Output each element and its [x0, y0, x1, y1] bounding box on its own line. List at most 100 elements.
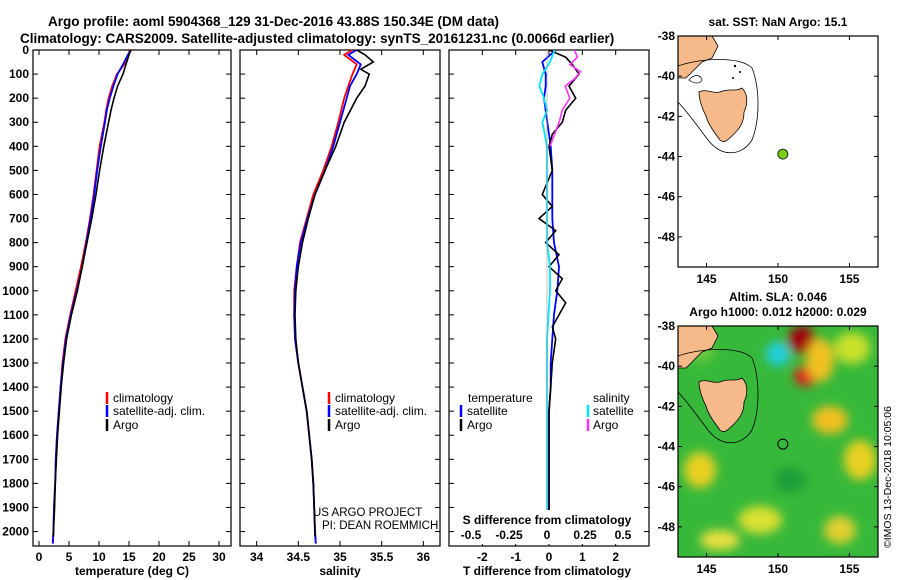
- series-line-temperature-argo: [537, 50, 581, 537]
- x-tick-label: 2: [612, 550, 619, 564]
- legend-climatology-label: climatology: [113, 391, 173, 405]
- series-line-climatology: [51, 50, 132, 544]
- x-tick-label: 0: [36, 550, 43, 564]
- x-tick-label: 25: [182, 550, 196, 564]
- x-tick-label: 1: [579, 550, 586, 564]
- depth-tick-label: 1400: [2, 380, 29, 394]
- map-x-tick-label: 150: [768, 272, 788, 286]
- x-tick-label: 35: [333, 550, 347, 564]
- depth-tick-label: 1300: [2, 356, 29, 370]
- mainland-landmass: [678, 36, 719, 79]
- map-y-tick-label: -38: [658, 29, 676, 43]
- map-y-tick-label: -46: [658, 480, 676, 494]
- salinity-lines: [293, 50, 375, 544]
- sst-map-geography: [678, 36, 759, 154]
- depth-tick-label: 2000: [2, 525, 29, 539]
- figure-title-line-2: Climatology: CARS2009. Satellite-adjuste…: [20, 31, 614, 46]
- map-y-tick-label: -44: [658, 150, 676, 164]
- map-x-tick-label: 145: [697, 272, 717, 286]
- temperature-lines: [51, 50, 133, 544]
- series-line-temperature-satellite: [541, 50, 560, 544]
- sla-neutral: [774, 468, 806, 492]
- credit-pi: PI: DEAN ROEMMICH: [322, 520, 438, 532]
- s-tick-label: 0.25: [573, 528, 597, 542]
- tasmania-landmass: [698, 87, 748, 142]
- legend-satellite-label: satellite-adj. clim.: [335, 404, 427, 418]
- sst-map-background: [678, 36, 878, 267]
- temperature-axes-frame: [32, 49, 232, 547]
- x-tick-label: 5: [66, 550, 73, 564]
- depth-tick-label: 1700: [2, 452, 29, 466]
- legend-argo-label: Argo: [335, 418, 361, 432]
- sla-positive-anomaly: [812, 406, 848, 434]
- sla-positive-anomaly: [844, 440, 876, 480]
- legend-temperature-heading: temperature: [468, 391, 533, 405]
- sst-map-axes: 145 150 155 -38 -40 -42 -44 -46 -48: [658, 29, 878, 286]
- map-y-tick-label: -42: [658, 109, 676, 123]
- depth-axis: 0 100 200 300 400 500 600 700 800 900 1000 1100 1200…: [2, 43, 649, 539]
- argo-float-marker: [777, 438, 789, 450]
- x-tick-label: 0: [546, 550, 553, 564]
- x-tick-label: 10: [92, 550, 106, 564]
- depth-tick-label: 200: [9, 91, 29, 105]
- temperature-legend: climatology satellite-adj. clim. Argo: [105, 391, 205, 432]
- s-tick-label: 0: [544, 528, 551, 542]
- series-line-argo: [294, 50, 375, 537]
- difference-legend: temperature satellite Argo salinity sate…: [459, 391, 634, 432]
- temperature-xlabel: temperature (deg C): [75, 564, 189, 578]
- sla-low-anomaly: [766, 342, 790, 366]
- legend-sal-argo-label: Argo: [593, 418, 619, 432]
- x-tick-label: 20: [152, 550, 166, 564]
- depth-tick-label: 700: [9, 212, 29, 226]
- difference-panel: -2 -1 0 1 2 T difference from climatology S …: [448, 49, 650, 578]
- s-tick-label: -0.5: [461, 528, 482, 542]
- x-tick-label: 36: [417, 550, 431, 564]
- x-tick-label: 30: [212, 550, 226, 564]
- x-tick-label: 15: [122, 550, 136, 564]
- depth-tick-label: 1000: [2, 284, 29, 298]
- depth-tick-label: 1200: [2, 332, 29, 346]
- temperature-panel: 0100200300400500600700800900100011001200…: [2, 43, 649, 578]
- s-tick-label: -0.25: [495, 528, 523, 542]
- map-y-tick-label: -40: [658, 359, 676, 373]
- imos-credit: ©IMOS 13-Dec-2018 10:05:06: [882, 406, 894, 548]
- sla-map-panel: Altim. SLA: 0.046 Argo h1000: 0.012 h200…: [658, 290, 894, 576]
- sla-positive-anomaly: [738, 506, 782, 534]
- figure-title-line-1: Argo profile: aoml 5904368_129 31-Dec-20…: [48, 14, 499, 29]
- difference-xlabel: T difference from climatology: [463, 564, 631, 578]
- tasmania-landmass: [698, 377, 748, 432]
- sla-map-axes: 145 150 155 -38 -40 -42 -44 -46 -48: [658, 319, 878, 576]
- depth-tick-label: 500: [9, 163, 29, 177]
- island-dot: [739, 71, 741, 73]
- series-line-salinity-argo: [549, 50, 582, 147]
- legend-climatology-label: climatology: [335, 391, 395, 405]
- map-x-tick-label: 155: [839, 562, 859, 576]
- s-tick-label: 0.5: [615, 528, 632, 542]
- sla-positive-anomaly: [806, 338, 834, 382]
- x-tick-label: 34.5: [287, 550, 311, 564]
- depth-tick-label: 1100: [3, 308, 29, 322]
- map-y-tick-label: -38: [658, 319, 676, 333]
- salinity-legend: climatology satellite-adj. clim. Argo: [327, 391, 427, 432]
- bass-strait-island: [688, 75, 703, 84]
- map-x-tick-label: 145: [697, 562, 717, 576]
- map-x-tick-label: 150: [768, 562, 788, 576]
- salinity-panel: 34 34.5 35 35.5 36 salinity climatology sate…: [239, 49, 441, 578]
- depth-tick-label: 1800: [2, 476, 29, 490]
- map-y-tick-label: -48: [658, 520, 676, 534]
- depth-tick-label: 0: [22, 43, 29, 57]
- depth-tick-label: 1600: [2, 428, 29, 442]
- sla-positive-anomaly: [684, 452, 716, 488]
- x-tick-label: 34: [250, 550, 264, 564]
- difference-lines: [537, 50, 582, 546]
- temperature-x-axis: 0 5 10 15 20 25 30: [36, 50, 226, 564]
- series-line-argo: [52, 50, 132, 537]
- series-line-climatology: [293, 50, 358, 544]
- legend-temp-argo-label: Argo: [467, 418, 493, 432]
- sst-map-title: sat. SST: NaN Argo: 15.1: [709, 15, 848, 29]
- legend-salinity-heading: salinity: [593, 391, 630, 405]
- mainland-landmass: [678, 326, 719, 369]
- salinity-x-axis: 34 34.5 35 35.5 36: [250, 50, 430, 564]
- depth-tick-label: 1900: [2, 500, 29, 514]
